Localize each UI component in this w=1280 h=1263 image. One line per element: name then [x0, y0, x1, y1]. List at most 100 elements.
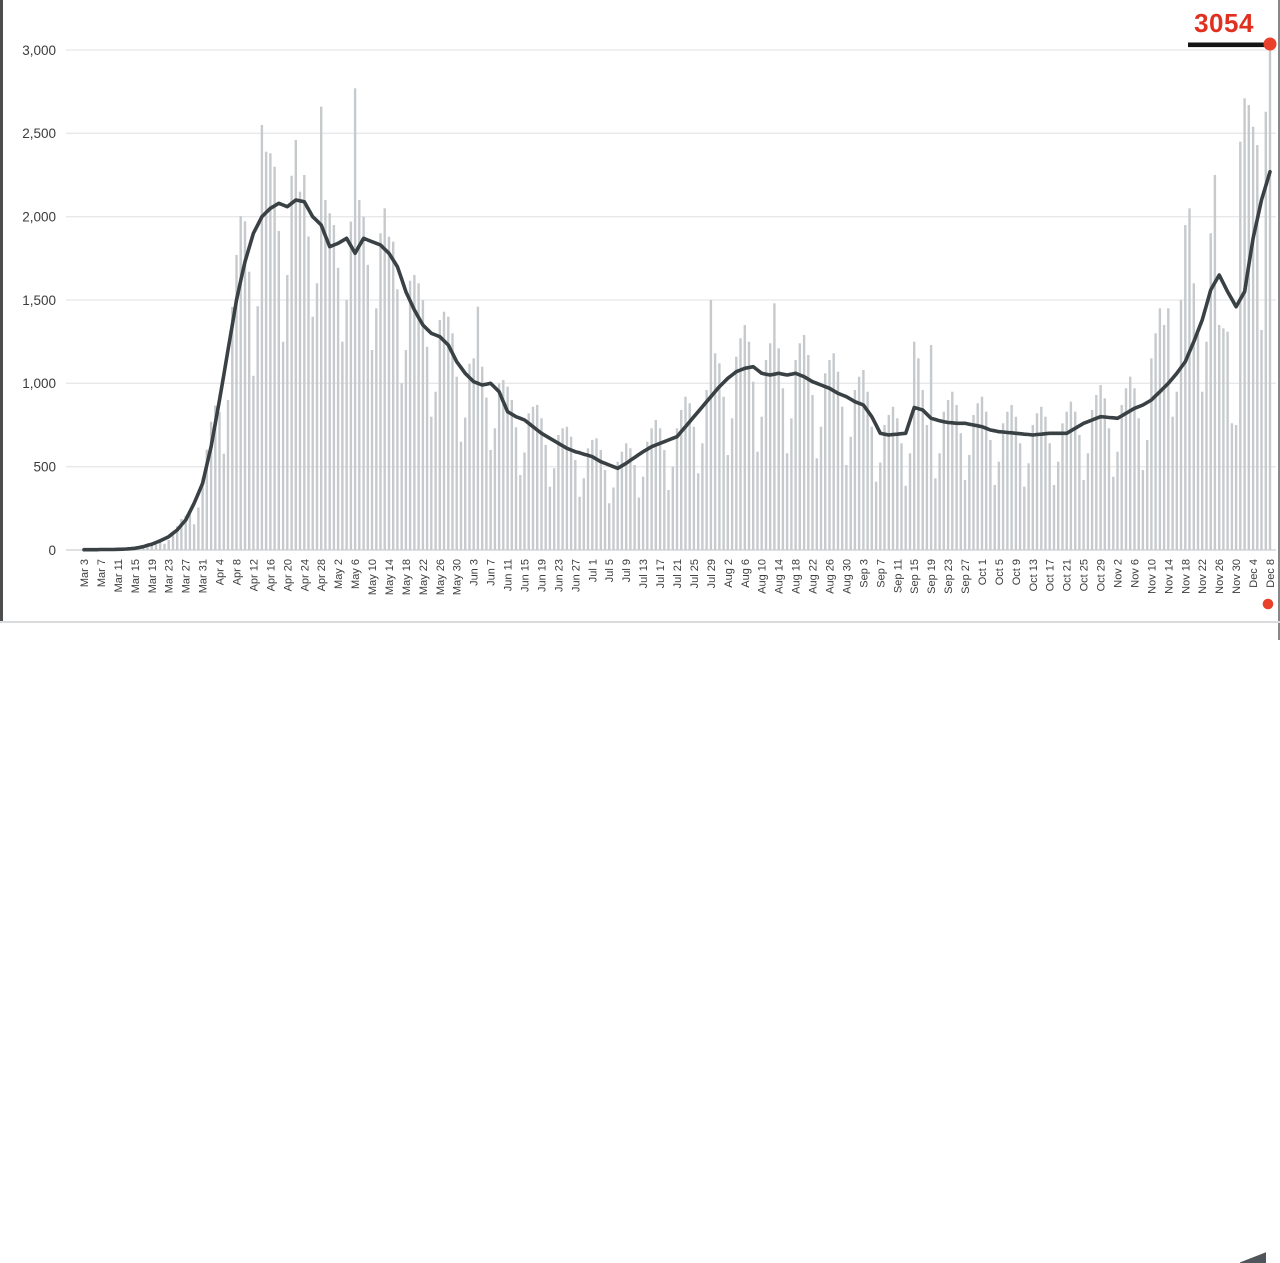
bar	[1116, 451, 1119, 550]
bar	[565, 426, 569, 550]
bar	[1243, 98, 1246, 551]
bar	[1192, 283, 1195, 550]
bar	[1196, 333, 1200, 550]
bar	[1133, 388, 1136, 550]
bar	[366, 264, 369, 550]
bar	[1095, 395, 1098, 550]
x-tick-label: Jun 23	[553, 559, 565, 592]
bar	[650, 428, 653, 550]
x-tick-label: Mar 27	[181, 559, 193, 593]
x-tick-label: Aug 6	[740, 559, 752, 588]
x-tick-label: Aug 2	[723, 559, 735, 588]
bar	[836, 371, 840, 550]
bar	[459, 441, 463, 550]
bar	[408, 280, 412, 550]
daily-bars	[99, 41, 1272, 551]
bar	[1213, 175, 1217, 550]
bar	[307, 236, 310, 550]
bar	[277, 231, 280, 550]
bar	[896, 418, 899, 550]
bar	[1264, 111, 1267, 550]
x-tick-label: Dec 4	[1248, 559, 1260, 588]
x-tick-label: Mar 7	[96, 559, 108, 587]
y-tick-label: 1,500	[22, 293, 56, 308]
bar	[1112, 476, 1115, 550]
bar	[1209, 233, 1212, 551]
y-tick-label: 3,000	[22, 43, 56, 58]
bar	[523, 452, 526, 550]
bar	[328, 213, 331, 551]
bar	[1120, 405, 1123, 550]
bar	[1137, 418, 1140, 550]
bar	[739, 338, 742, 550]
bar	[256, 306, 259, 550]
bar	[781, 388, 785, 550]
x-tick-label: Apr 16	[265, 559, 277, 591]
x-tick-label: Apr 4	[215, 559, 227, 585]
x-tick-label: Apr 8	[232, 559, 244, 585]
bar	[777, 348, 780, 550]
bar	[908, 453, 912, 550]
x-tick-label: Jul 13	[638, 559, 650, 588]
bar	[785, 453, 789, 550]
bar	[1099, 385, 1102, 550]
bar	[917, 358, 920, 550]
bar	[273, 166, 276, 550]
bar	[171, 532, 175, 550]
bar	[629, 448, 632, 550]
bar	[430, 416, 433, 550]
bar	[214, 405, 217, 550]
bar	[743, 325, 746, 550]
bar	[167, 540, 170, 550]
x-tick-label: Oct 13	[1028, 559, 1040, 591]
bar	[370, 350, 374, 550]
bar	[1205, 341, 1208, 550]
bar	[883, 425, 886, 550]
bar	[1179, 300, 1183, 550]
bar	[828, 360, 831, 550]
bar	[857, 376, 861, 550]
bar	[841, 406, 844, 550]
bar	[146, 544, 149, 550]
bar	[421, 300, 425, 550]
y-tick-label: 0	[48, 543, 56, 558]
bar	[1107, 428, 1111, 550]
bar	[1251, 126, 1255, 550]
bar	[773, 303, 776, 550]
x-tick-label: May 22	[418, 559, 430, 595]
bar	[324, 200, 327, 550]
x-tick-label: Aug 30	[841, 559, 853, 594]
bar	[798, 343, 801, 550]
bar	[637, 497, 641, 550]
bar	[1218, 325, 1221, 550]
bar	[1141, 470, 1145, 550]
bar	[451, 333, 454, 550]
bar	[1057, 461, 1060, 550]
bar	[235, 255, 238, 550]
bar	[756, 451, 759, 550]
bar	[790, 418, 793, 550]
x-tick-label: Jul 9	[621, 559, 633, 582]
x-tick-label: Jul 1	[587, 559, 599, 582]
x-tick-label: Nov 22	[1197, 559, 1209, 594]
bar	[832, 353, 835, 550]
bar	[989, 440, 992, 550]
bar	[985, 411, 988, 550]
x-tick-label: Nov 14	[1163, 559, 1175, 594]
bar	[1001, 423, 1005, 550]
bar	[320, 106, 323, 550]
bar	[807, 355, 810, 550]
bar	[1061, 423, 1064, 550]
bar	[1234, 425, 1238, 550]
bar	[184, 515, 187, 550]
bar	[531, 406, 535, 550]
bar	[298, 191, 302, 550]
bar	[874, 481, 878, 550]
bar	[176, 526, 179, 550]
bar	[913, 341, 916, 550]
bar	[209, 421, 213, 550]
bar	[1018, 443, 1022, 550]
bar	[281, 341, 285, 550]
x-tick-label: Nov 30	[1231, 559, 1243, 594]
